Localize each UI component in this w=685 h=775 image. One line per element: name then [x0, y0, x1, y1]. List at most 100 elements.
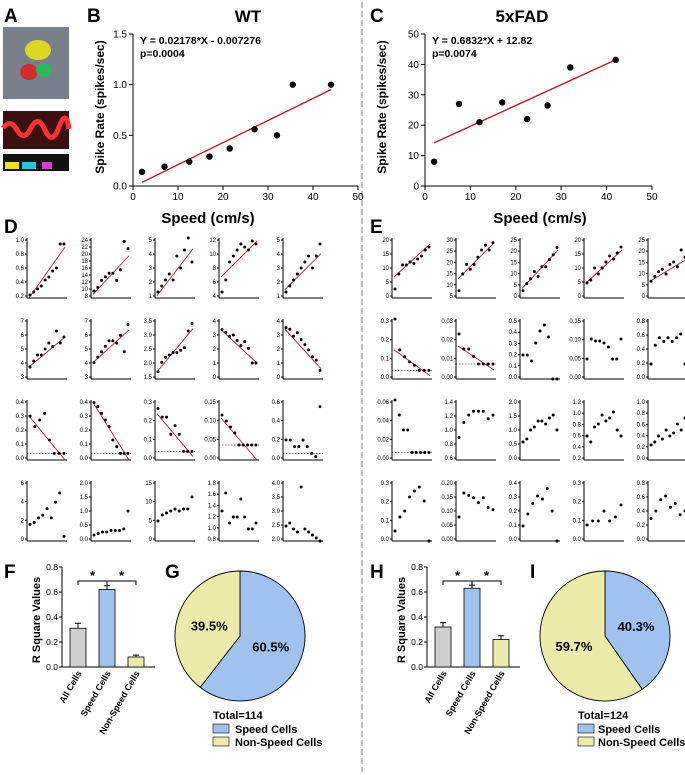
legend-g-speed-swatch — [212, 723, 230, 734]
mini-data-point-e — [403, 509, 407, 513]
mini-data-point-e — [491, 508, 495, 512]
data-point-b — [251, 126, 258, 133]
mini-y-tick-label-e: 0.6 — [445, 456, 454, 462]
mini-data-point-e — [427, 245, 431, 249]
mini-data-point-e — [542, 323, 546, 327]
x-tick-label-b: 40 — [307, 192, 319, 203]
chart-b-equation: Y = 0.02178*X - 0.007276 — [140, 35, 261, 47]
mini-data-point-d — [284, 524, 288, 528]
bar-category-label-f: All Cells — [57, 669, 83, 705]
mini-data-point-d — [190, 495, 194, 499]
mini-data-point-d — [115, 278, 119, 282]
mini-y-tick-label-d: 3 — [21, 375, 25, 381]
mini-y-tick-label-d: 5 — [149, 518, 153, 524]
mini-data-point-d — [228, 260, 232, 264]
mini-data-point-d — [122, 451, 126, 455]
mini-data-point-e — [419, 254, 423, 258]
x-tick-label-c: 10 — [465, 192, 477, 203]
mini-y-tick-label-e: 0.1 — [509, 523, 518, 529]
mini-data-point-d — [118, 333, 122, 337]
mini-data-point-e — [550, 509, 554, 513]
mini-data-point-d — [92, 401, 96, 405]
mini-y-tick-label-d: 6 — [213, 280, 217, 286]
mini-y-tick-label-e: 20 — [446, 260, 453, 266]
mini-data-point-d — [49, 516, 53, 520]
mini-regression-line-e — [649, 259, 685, 282]
mini-y-tick-label-d: 4 — [277, 252, 281, 258]
mini-data-point-e — [397, 272, 401, 276]
mini-data-point-e — [678, 513, 682, 517]
mini-data-point-d — [250, 443, 254, 447]
mini-y-tick-label-e: 0.8 — [637, 319, 646, 325]
mini-data-point-d — [175, 254, 179, 258]
mini-y-tick-label-e: 0.00 — [377, 456, 389, 462]
mini-data-point-e — [410, 451, 414, 454]
mini-regression-line-d — [284, 328, 322, 370]
mini-data-point-e — [606, 345, 610, 349]
mini-data-point-d — [235, 248, 239, 252]
mini-data-point-e — [675, 422, 679, 426]
mini-data-point-d — [105, 530, 109, 534]
mini-y-tick-label-e: 0.2 — [573, 456, 582, 462]
mini-data-point-e — [619, 503, 623, 507]
pie-slice-i — [604, 570, 671, 690]
mini-data-point-e — [602, 509, 606, 513]
mini-y-tick-label-e: 0.2 — [509, 353, 518, 359]
pie-slice-label-i: 40.3% — [618, 619, 655, 634]
mini-data-point-e — [532, 425, 536, 429]
mini-data-point-d — [103, 275, 107, 279]
data-point-b — [138, 168, 146, 176]
mini-data-point-d — [239, 344, 243, 348]
mini-data-point-e — [422, 499, 426, 503]
data-point-c — [567, 64, 574, 71]
mini-data-point-d — [288, 327, 292, 331]
mini-data-point-e — [589, 278, 593, 282]
mini-y-tick-label-e: 0.05 — [569, 356, 581, 362]
mini-data-point-d — [307, 348, 311, 352]
mini-regression-line-d — [156, 248, 194, 296]
mini-data-point-d — [156, 290, 160, 294]
mini-data-point-e — [654, 509, 658, 513]
mini-data-point-e — [649, 362, 653, 366]
mini-y-tick-label-e: 0.6 — [573, 434, 582, 440]
mini-y-tick-label-e: 0.2 — [573, 500, 582, 506]
mini-y-tick-label-d: 4.0 — [272, 481, 281, 487]
mini-data-point-d — [51, 269, 55, 273]
mini-y-tick-label-d: 1.0 — [208, 526, 217, 532]
mini-y-tick-label-d: 0.1 — [144, 437, 153, 443]
mini-y-tick-label-e: 0.0 — [509, 456, 518, 462]
mini-data-point-e — [540, 265, 544, 269]
mini-y-tick-label-e: 5 — [386, 280, 390, 286]
pie-slice-label-i: 59.7% — [556, 639, 593, 654]
mini-y-tick-label-d: 0.0 — [80, 537, 89, 543]
mini-data-point-d — [182, 449, 185, 453]
mini-y-tick-label-d: 1.0 — [80, 509, 89, 515]
mini-y-tick-label-d: 0.05 — [204, 437, 216, 443]
mini-data-point-d — [122, 240, 126, 244]
mini-data-point-e — [525, 282, 529, 286]
mini-y-tick-label-d: 7 — [21, 319, 25, 325]
data-point-c — [430, 158, 438, 165]
mini-y-tick-label-e: 1.0 — [573, 411, 582, 417]
mini-data-point-d — [33, 425, 37, 429]
legend-g-nonspeed-swatch — [212, 736, 230, 747]
mini-data-point-e — [585, 357, 589, 361]
mini-data-point-d — [45, 507, 49, 511]
bar-y-tick-label-f: 0.4 — [46, 612, 58, 622]
mini-data-point-e — [486, 417, 490, 421]
mini-data-point-e — [481, 409, 485, 413]
mini-y-tick-label-d: 4 — [85, 361, 89, 367]
mini-data-point-e — [397, 413, 401, 417]
mini-data-point-e — [555, 428, 559, 432]
x-tick-label-b: 0 — [130, 192, 136, 203]
y-tick-label-c: 20 — [408, 121, 420, 132]
mini-data-point-e — [462, 421, 466, 424]
mini-data-point-e — [547, 335, 550, 339]
mini-data-point-e — [657, 270, 661, 274]
mini-data-point-e — [619, 337, 623, 341]
data-point-c — [544, 102, 551, 109]
mini-data-point-d — [250, 239, 254, 243]
x-tick-label-b: 50 — [352, 192, 364, 203]
mini-regression-line-e — [585, 249, 623, 284]
mini-data-point-e — [675, 336, 678, 340]
